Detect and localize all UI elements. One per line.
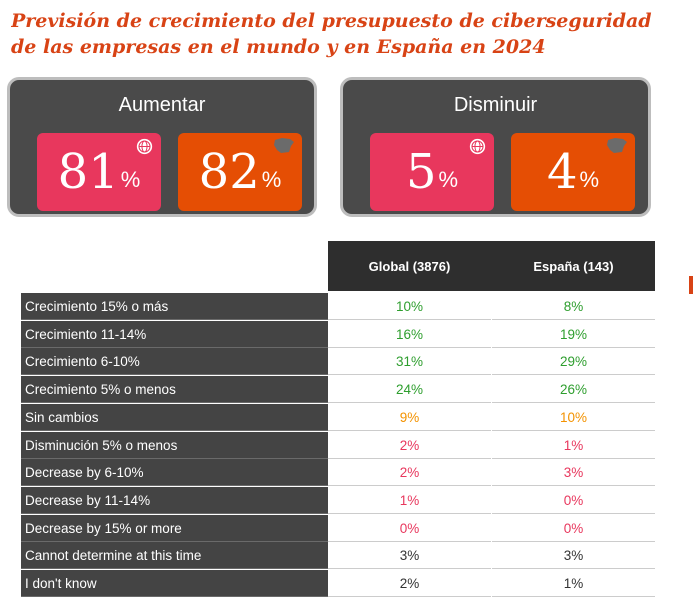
spain-map-icon [607,138,627,153]
row-label: I don't know [21,570,328,597]
cell-global: 1% [328,487,491,514]
panel-title-aumentar: Aumentar [118,94,206,116]
cell-global: 3% [328,542,491,570]
cell-global: 24% [328,376,491,404]
cell-spain: 29% [492,348,655,376]
cell-spain: 3% [492,459,655,487]
row-label: Crecimiento 11-14% [21,320,328,348]
cell-global: 0% [328,515,491,542]
table-row: I don't know 2% 1% [21,570,655,597]
row-label: Decrease by 11-14% [21,486,328,514]
row-label: Crecimiento 15% o más [21,293,328,320]
table-header: Global (3876) España (143) [328,241,655,291]
row-label: Decrease by 15% or more [21,514,328,542]
globe-icon [136,138,153,155]
column-header-global: Global (3876) [368,258,451,274]
globe-icon [469,138,486,155]
card-global-disminuir: 5% [370,133,494,211]
row-label: Crecimiento 5% o menos [21,376,328,404]
table-row: Decrease by 6-10% 2% 3% [21,459,655,487]
unit-spain-disminuir: % [579,167,600,192]
cell-global: 31% [328,348,491,376]
cell-spain: 0% [492,487,655,514]
row-label: Decrease by 6-10% [21,459,328,487]
value-global-disminuir: 5 [405,144,437,200]
panel-aumentar: Aumentar 81% 82% [7,77,317,217]
card-spain-disminuir: 4% [511,133,635,211]
row-label: Cannot determine at this time [21,542,328,570]
panel-disminuir: Disminuir 5% 4% [340,77,651,217]
column-header-spain: España (143) [533,258,614,274]
unit-global-disminuir: % [438,167,459,192]
table-row: Disminución 5% o menos 2% 1% [21,431,655,459]
cell-spain: 3% [492,542,655,570]
card-spain-aumentar: 82% [178,133,302,211]
cell-spain: 19% [492,321,655,348]
table-row: Decrease by 11-14% 1% 0% [21,486,655,514]
table-row: Cannot determine at this time 3% 3% [21,542,655,570]
cell-spain: 10% [492,404,655,431]
unit-spain-aumentar: % [261,167,282,192]
spain-map-icon [274,138,294,153]
cell-global: 9% [328,404,491,431]
row-label: Crecimiento 6-10% [21,348,328,376]
value-global-aumentar: 81 [57,144,119,200]
cell-spain: 1% [492,570,655,597]
cell-global: 2% [328,432,491,459]
table-row: Crecimiento 6-10% 31% 29% [21,348,655,376]
cell-global: 10% [328,293,491,320]
cell-spain: 8% [492,293,655,320]
cell-global: 2% [328,459,491,487]
chart-title: Previsión de crecimiento del presupuesto… [11,8,693,60]
cell-spain: 0% [492,515,655,542]
panel-title-disminuir: Disminuir [453,94,538,116]
row-label: Disminución 5% o menos [21,431,328,459]
cell-global: 16% [328,321,491,348]
table-row: Decrease by 15% or more 0% 0% [21,514,655,542]
cell-spain: 26% [492,376,655,404]
card-global-aumentar: 81% [37,133,161,211]
title-line-2: de las empresas en el mundo y en España … [11,36,546,58]
cell-spain: 1% [492,432,655,459]
cell-global: 2% [328,570,491,597]
value-spain-aumentar: 82 [198,144,260,200]
edge-decoration [689,276,693,294]
unit-global-aumentar: % [120,167,141,192]
table-row: Crecimiento 11-14% 16% 19% [21,320,655,348]
table-row: Crecimiento 5% o menos 24% 26% [21,376,655,404]
table-row: Sin cambios 9% 10% [21,403,655,431]
row-label: Sin cambios [21,403,328,431]
title-line-1: Previsión de crecimiento del presupuesto… [11,10,652,32]
value-spain-disminuir: 4 [546,144,578,200]
table-row: Crecimiento 15% o más 10% 8% [21,293,655,320]
